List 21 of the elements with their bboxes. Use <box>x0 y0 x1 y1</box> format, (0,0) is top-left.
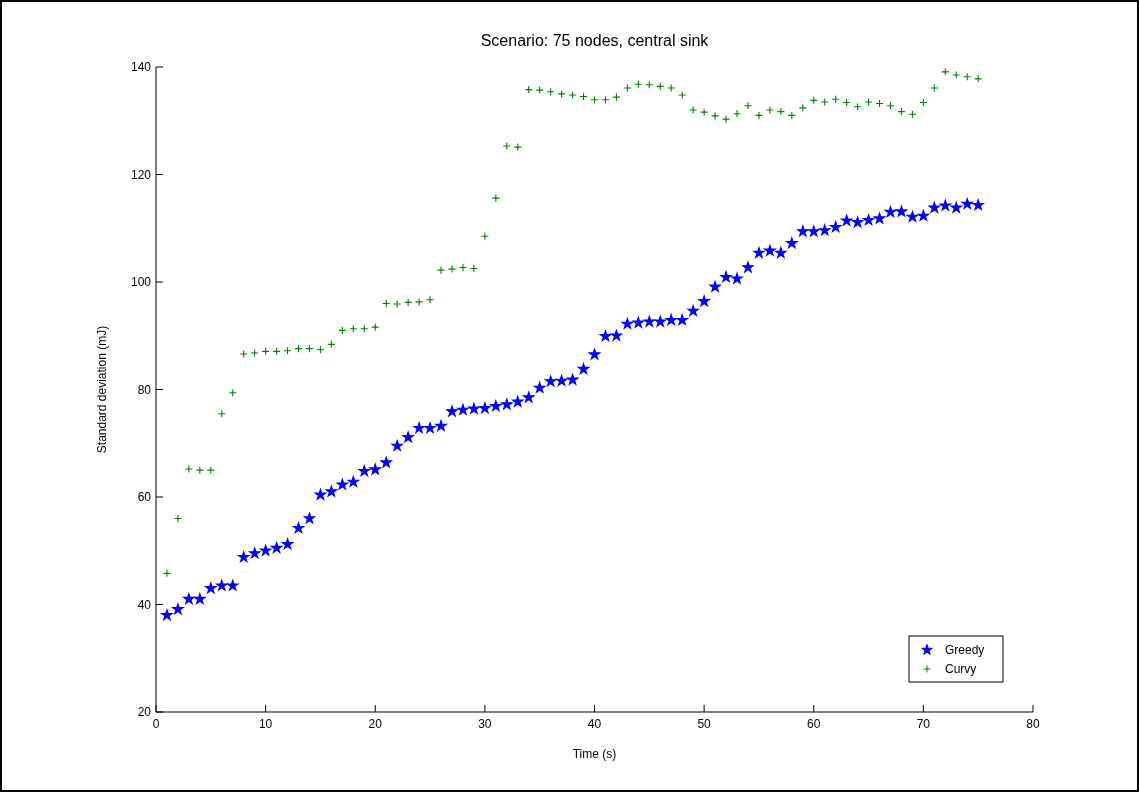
y-tick-label: 40 <box>137 597 152 612</box>
x-tick-label: 30 <box>478 717 492 731</box>
y-axis-title: Standard deviation (mJ) <box>95 325 109 454</box>
x-tick-label: 60 <box>807 717 821 731</box>
y-tick-label: 20 <box>137 705 152 719</box>
x-tick-label: 50 <box>697 717 712 731</box>
y-tick-label: 120 <box>130 167 152 182</box>
x-tick-label: 0 <box>152 717 160 731</box>
x-tick-label: 10 <box>258 717 273 731</box>
x-axis-title: Time (s) <box>572 747 617 761</box>
y-tick-label: 140 <box>130 60 152 74</box>
y-tick-label: 100 <box>130 275 152 289</box>
chart-title: Scenario: 75 nodes, central sink <box>480 32 710 49</box>
x-tick-label: 70 <box>916 717 931 731</box>
x-tick-label: 40 <box>587 717 602 731</box>
x-tick-label: 20 <box>368 717 383 731</box>
x-tick-label: 80 <box>1026 717 1040 731</box>
legend-label: Greedy <box>945 643 985 657</box>
y-tick-label: 80 <box>137 382 152 397</box>
legend-label: Curvy <box>945 662 977 676</box>
y-tick-label: 60 <box>137 490 152 504</box>
